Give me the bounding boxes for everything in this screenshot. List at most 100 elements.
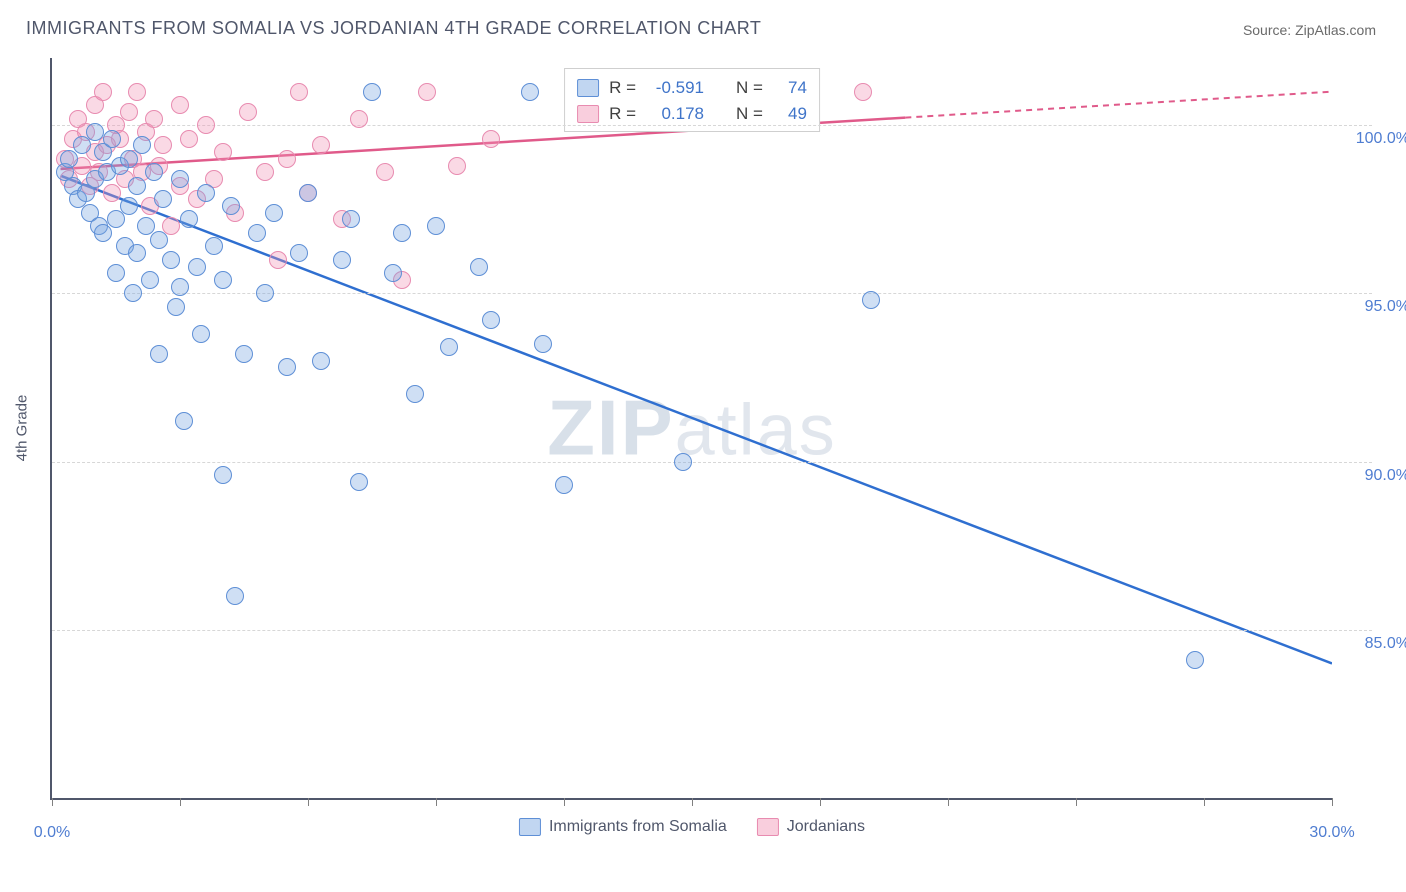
data-point bbox=[470, 258, 488, 276]
data-point bbox=[154, 136, 172, 154]
data-point bbox=[363, 83, 381, 101]
y-axis-title: 4th Grade bbox=[14, 395, 31, 462]
legend-swatch bbox=[757, 818, 779, 836]
data-point bbox=[248, 224, 266, 242]
data-point bbox=[555, 476, 573, 494]
data-point bbox=[342, 210, 360, 228]
series-legend: Immigrants from Somalia Jordanians bbox=[519, 818, 865, 836]
n-value: 49 bbox=[773, 104, 807, 124]
data-point bbox=[226, 587, 244, 605]
stats-legend-row: R = 0.178 N = 49 bbox=[577, 101, 807, 127]
data-point bbox=[222, 197, 240, 215]
legend-item: Jordanians bbox=[757, 818, 865, 836]
data-point bbox=[482, 311, 500, 329]
data-point bbox=[107, 210, 125, 228]
r-value: -0.591 bbox=[646, 78, 704, 98]
data-point bbox=[120, 150, 138, 168]
data-point bbox=[120, 197, 138, 215]
scatter-plot: 4th Grade ZIPatlas R =-0.591N =74R =0.17… bbox=[50, 58, 1332, 800]
r-label: R = bbox=[609, 78, 636, 98]
x-tick-label: 0.0% bbox=[34, 824, 70, 842]
data-point bbox=[171, 96, 189, 114]
r-value: 0.178 bbox=[646, 104, 704, 124]
gridline bbox=[52, 125, 1372, 126]
data-point bbox=[534, 335, 552, 353]
data-point bbox=[167, 298, 185, 316]
x-tick bbox=[948, 798, 949, 806]
y-tick-label: 85.0% bbox=[1365, 635, 1406, 653]
data-point bbox=[290, 83, 308, 101]
data-point bbox=[141, 271, 159, 289]
data-point bbox=[128, 83, 146, 101]
data-point bbox=[150, 345, 168, 363]
data-point bbox=[145, 110, 163, 128]
data-point bbox=[350, 110, 368, 128]
watermark-part-a: ZIP bbox=[547, 384, 674, 472]
data-point bbox=[214, 271, 232, 289]
data-point bbox=[154, 190, 172, 208]
data-point bbox=[162, 251, 180, 269]
data-point bbox=[312, 352, 330, 370]
data-point bbox=[256, 284, 274, 302]
stats-legend-row: R =-0.591N =74 bbox=[577, 75, 807, 101]
data-point bbox=[269, 251, 287, 269]
data-point bbox=[278, 150, 296, 168]
legend-item: Immigrants from Somalia bbox=[519, 818, 727, 836]
data-point bbox=[94, 224, 112, 242]
x-tick bbox=[308, 798, 309, 806]
data-point bbox=[290, 244, 308, 262]
data-point bbox=[103, 130, 121, 148]
data-point bbox=[86, 123, 104, 141]
data-point bbox=[214, 143, 232, 161]
data-point bbox=[312, 136, 330, 154]
source-label: Source: bbox=[1243, 22, 1291, 38]
data-point bbox=[393, 224, 411, 242]
data-point bbox=[350, 473, 368, 491]
data-point bbox=[171, 278, 189, 296]
source-link[interactable]: ZipAtlas.com bbox=[1295, 22, 1376, 38]
gridline bbox=[52, 630, 1372, 631]
x-tick bbox=[820, 798, 821, 806]
stats-legend: R =-0.591N =74R =0.178N =49 bbox=[564, 68, 820, 132]
data-point bbox=[180, 210, 198, 228]
data-point bbox=[133, 136, 151, 154]
data-point bbox=[120, 103, 138, 121]
y-tick-label: 95.0% bbox=[1365, 298, 1406, 316]
x-tick bbox=[692, 798, 693, 806]
data-point bbox=[188, 258, 206, 276]
data-point bbox=[384, 264, 402, 282]
x-tick bbox=[1332, 798, 1333, 806]
data-point bbox=[418, 83, 436, 101]
data-point bbox=[854, 83, 872, 101]
data-point bbox=[197, 184, 215, 202]
data-point bbox=[1186, 651, 1204, 669]
legend-label: Immigrants from Somalia bbox=[549, 818, 727, 836]
source-attribution: Source: ZipAtlas.com bbox=[1243, 22, 1376, 38]
data-point bbox=[299, 184, 317, 202]
data-point bbox=[197, 116, 215, 134]
legend-swatch bbox=[577, 105, 599, 123]
data-point bbox=[175, 412, 193, 430]
r-label: R = bbox=[609, 104, 636, 124]
data-point bbox=[406, 385, 424, 403]
n-label: N = bbox=[736, 104, 763, 124]
data-point bbox=[521, 83, 539, 101]
x-tick bbox=[436, 798, 437, 806]
data-point bbox=[60, 150, 78, 168]
x-tick bbox=[52, 798, 53, 806]
data-point bbox=[674, 453, 692, 471]
data-point bbox=[180, 130, 198, 148]
data-point bbox=[205, 237, 223, 255]
data-point bbox=[265, 204, 283, 222]
data-point bbox=[862, 291, 880, 309]
data-point bbox=[448, 157, 466, 175]
data-point bbox=[107, 264, 125, 282]
data-point bbox=[145, 163, 163, 181]
gridline bbox=[52, 293, 1372, 294]
data-point bbox=[256, 163, 274, 181]
legend-swatch bbox=[519, 818, 541, 836]
data-point bbox=[94, 83, 112, 101]
chart-title: IMMIGRANTS FROM SOMALIA VS JORDANIAN 4TH… bbox=[26, 18, 761, 39]
data-point bbox=[128, 244, 146, 262]
data-point bbox=[150, 231, 168, 249]
